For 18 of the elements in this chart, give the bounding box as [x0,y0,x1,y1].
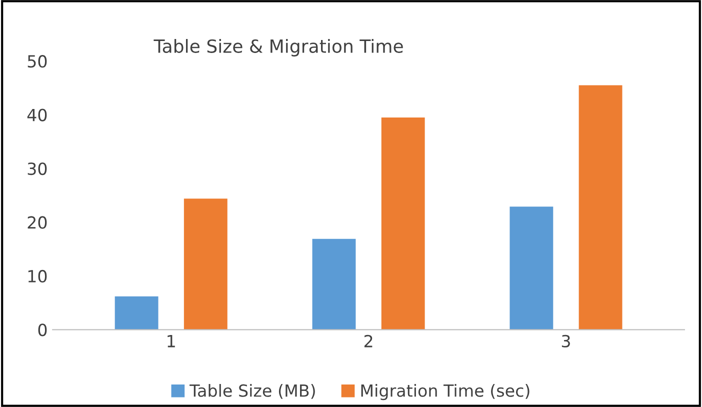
y-tick-label: 40 [27,108,47,122]
y-tick-label: 30 [28,162,47,176]
bar [510,206,554,330]
y-tick-label: 20 [28,216,47,229]
chart-title: Table Size & Migration Time [154,38,403,56]
x-tick-label: 2 [364,334,372,348]
y-tick-label: 10 [28,270,47,283]
y-tick-label: 0 [38,324,47,336]
bar [312,238,356,330]
legend-label: Table Size (MB) [190,384,315,399]
legend-label: Migration Time (sec) [361,384,530,400]
bar [578,85,622,330]
x-tick-label: 1 [168,335,175,348]
bar [184,198,228,330]
bar [381,117,425,330]
bar [114,296,158,330]
y-tick-label: 50 [28,55,47,68]
x-tick-label: 3 [562,334,570,348]
